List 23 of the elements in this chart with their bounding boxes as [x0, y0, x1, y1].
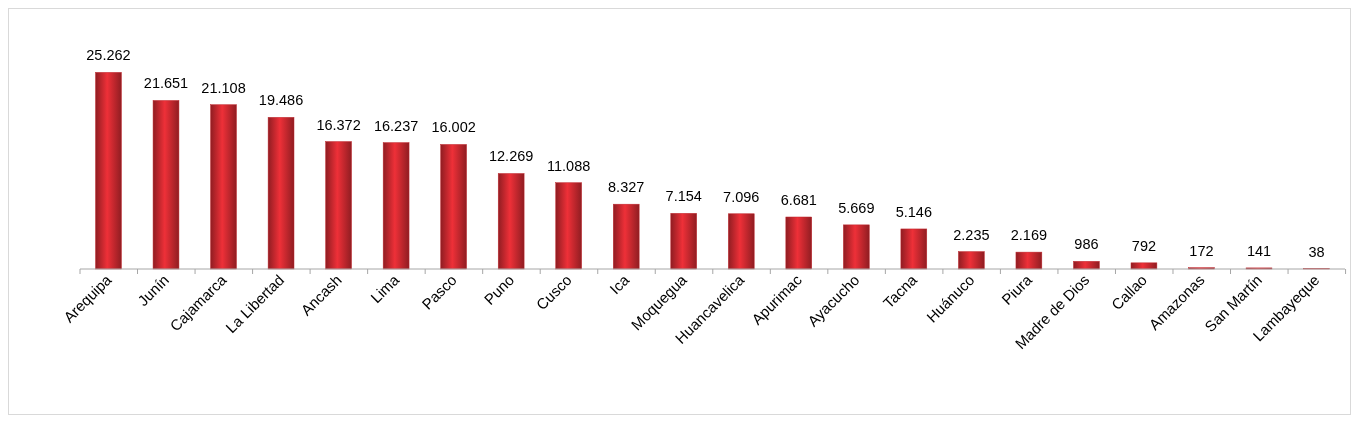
data-label: 21.651	[143, 75, 189, 92]
data-label: 5.669	[838, 199, 875, 216]
data-label: 141	[1246, 242, 1272, 259]
data-label: 11.088	[547, 157, 591, 174]
data-label: 12.269	[488, 148, 534, 165]
data-label: 25.262	[86, 47, 131, 64]
x-tick-label: Ica	[606, 270, 633, 298]
data-label: 6.681	[780, 192, 817, 208]
data-label: 16.372	[316, 116, 361, 133]
data-label: 172	[1189, 242, 1214, 259]
data-label: 16.002	[431, 119, 476, 136]
data-label: 8.327	[608, 179, 645, 196]
data-label: 19.486	[258, 92, 304, 109]
data-label: 792	[1131, 237, 1157, 254]
data-label: 38	[1308, 243, 1325, 260]
data-label: 986	[1074, 236, 1099, 253]
data-label: 2.169	[1010, 227, 1048, 244]
data-label: 7.154	[665, 188, 702, 205]
data-label: 7.096	[723, 188, 760, 205]
data-label: 5.146	[895, 203, 932, 220]
data-label: 21.108	[201, 79, 246, 96]
data-label: 16.237	[373, 117, 419, 134]
data-label: 2.235	[953, 226, 990, 243]
